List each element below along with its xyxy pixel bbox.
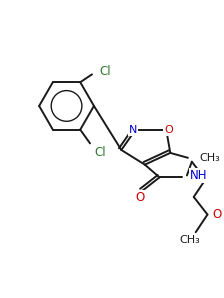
Text: O: O [164,125,173,135]
Text: Cl: Cl [94,146,106,159]
Text: NH: NH [190,169,207,182]
Text: O: O [212,208,222,221]
Text: CH₃: CH₃ [200,153,220,163]
Text: N: N [129,125,137,135]
Text: O: O [135,191,144,204]
Text: Cl: Cl [100,65,112,78]
Text: CH₃: CH₃ [179,235,200,245]
